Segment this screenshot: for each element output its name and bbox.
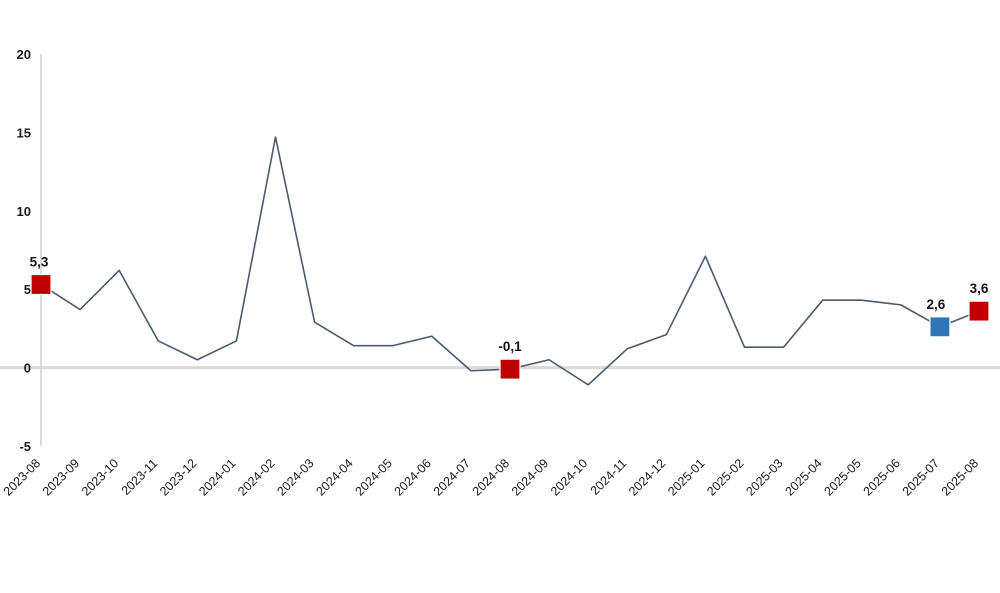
x-tick-label-group: 2025-06 bbox=[861, 456, 903, 498]
x-tick-label-group: 2024-03 bbox=[274, 456, 316, 498]
x-axis-ticks: 2023-082023-092023-102023-112023-122024-… bbox=[1, 456, 981, 498]
y-tick-label: 20 bbox=[17, 47, 31, 62]
x-tick-label-group: 2025-03 bbox=[743, 456, 785, 498]
value-label-2025-07: 2,6 bbox=[927, 297, 946, 312]
value-label-2024-08: -0,1 bbox=[498, 339, 522, 354]
x-tick-label-group: 2025-07 bbox=[900, 456, 942, 498]
x-tick-label-group: 2024-07 bbox=[431, 456, 473, 498]
x-tick-label-group: 2024-12 bbox=[626, 456, 668, 498]
x-tick-label: 2024-10 bbox=[548, 456, 590, 498]
x-tick-label: 2024-06 bbox=[392, 456, 434, 498]
x-tick-label: 2024-11 bbox=[588, 456, 630, 498]
x-tick-label-group: 2023-10 bbox=[79, 456, 121, 498]
x-tick-label-group: 2024-11 bbox=[588, 456, 630, 498]
x-tick-label: 2025-06 bbox=[861, 456, 903, 498]
x-tick-label: 2023-09 bbox=[40, 456, 82, 498]
x-tick-label: 2025-08 bbox=[939, 456, 981, 498]
x-tick-label-group: 2023-11 bbox=[119, 456, 161, 498]
x-tick-label-group: 2023-08 bbox=[1, 456, 43, 498]
value-label-2025-08: 3,6 bbox=[970, 281, 989, 296]
data-point-marker-2025-07[interactable] bbox=[929, 316, 951, 338]
x-tick-label-group: 2024-01 bbox=[196, 456, 238, 498]
x-tick-label: 2024-02 bbox=[235, 456, 277, 498]
data-point-markers bbox=[30, 273, 990, 380]
x-tick-label: 2024-05 bbox=[353, 456, 395, 498]
data-point-marker-2025-08[interactable] bbox=[968, 300, 990, 322]
x-tick-label-group: 2025-02 bbox=[704, 456, 746, 498]
y-tick-label: 0 bbox=[24, 361, 31, 376]
x-tick-label: 2024-08 bbox=[470, 456, 512, 498]
x-tick-label-group: 2024-09 bbox=[509, 456, 551, 498]
x-tick-label: 2025-04 bbox=[782, 456, 824, 498]
x-tick-label: 2024-04 bbox=[313, 456, 355, 498]
x-tick-label: 2024-03 bbox=[274, 456, 316, 498]
x-tick-label-group: 2025-05 bbox=[822, 456, 864, 498]
x-tick-label: 2024-09 bbox=[509, 456, 551, 498]
x-tick-label: 2025-05 bbox=[822, 456, 864, 498]
y-tick-label: 5 bbox=[24, 282, 31, 297]
x-tick-label-group: 2024-02 bbox=[235, 456, 277, 498]
y-tick-label: 10 bbox=[17, 204, 31, 219]
x-tick-label: 2024-12 bbox=[626, 456, 668, 498]
x-tick-label-group: 2025-04 bbox=[782, 456, 824, 498]
data-point-marker-2024-08[interactable] bbox=[499, 358, 521, 380]
x-tick-label: 2025-01 bbox=[665, 456, 707, 498]
x-tick-label-group: 2025-08 bbox=[939, 456, 981, 498]
x-tick-label-group: 2024-04 bbox=[313, 456, 355, 498]
x-tick-label: 2025-02 bbox=[704, 456, 746, 498]
x-tick-label-group: 2023-12 bbox=[157, 456, 199, 498]
data-value-labels: 5,3 -0,1 2,6 3,6 bbox=[30, 254, 989, 354]
x-tick-label-group: 2024-05 bbox=[353, 456, 395, 498]
x-tick-label: 2025-03 bbox=[743, 456, 785, 498]
x-tick-label-group: 2023-09 bbox=[40, 456, 82, 498]
x-tick-label: 2025-07 bbox=[900, 456, 942, 498]
x-tick-label: 2024-07 bbox=[431, 456, 473, 498]
value-label-2023-08: 5,3 bbox=[30, 254, 49, 269]
x-tick-label-group: 2024-08 bbox=[470, 456, 512, 498]
x-tick-label: 2023-11 bbox=[119, 456, 161, 498]
y-tick-label: -5 bbox=[19, 439, 31, 454]
x-tick-label: 2023-08 bbox=[1, 456, 43, 498]
y-axis-ticks: -5 0 5 10 15 20 bbox=[17, 47, 31, 454]
x-tick-label: 2023-12 bbox=[157, 456, 199, 498]
y-tick-label: 15 bbox=[17, 125, 31, 140]
x-tick-label-group: 2024-06 bbox=[392, 456, 434, 498]
x-tick-label: 2024-01 bbox=[196, 456, 238, 498]
data-point-marker-2023-08[interactable] bbox=[30, 273, 52, 296]
x-tick-label-group: 2024-10 bbox=[548, 456, 590, 498]
x-tick-label-group: 2025-01 bbox=[665, 456, 707, 498]
x-tick-label: 2023-10 bbox=[79, 456, 121, 498]
